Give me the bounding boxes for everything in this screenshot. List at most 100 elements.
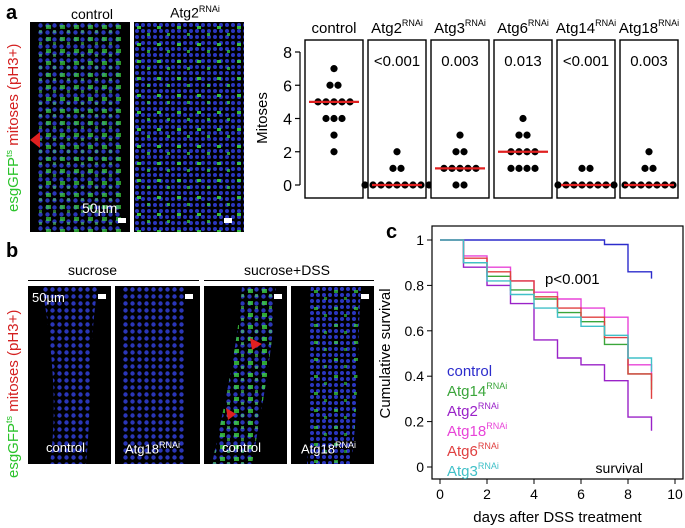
panel-c-label: c — [386, 221, 397, 243]
data-point — [507, 164, 515, 172]
mitoses-axis-label: Mitoses — [254, 92, 271, 144]
micrograph-a-atg2 — [134, 22, 244, 232]
micrograph-b4-art — [307, 286, 361, 464]
group-sucrose-dss: sucrose+DSS — [244, 262, 330, 278]
group-box — [556, 39, 616, 199]
data-point — [322, 114, 330, 123]
y-tick-label: 2 — [283, 145, 292, 162]
panel-a-ylabel: esgGFPts mitoses (pH3+) — [4, 43, 22, 212]
data-point — [523, 131, 531, 139]
panel-b-ylabel: esgGFPts mitoses (pH3+) — [4, 309, 22, 478]
image-caption: Atg18RNAi — [125, 440, 180, 457]
data-point — [330, 148, 338, 156]
arrowhead-icon — [30, 132, 40, 148]
group-box — [367, 39, 427, 199]
data-point — [519, 114, 527, 123]
panel-b-label: b — [6, 240, 19, 262]
data-point — [330, 131, 338, 139]
y-tick-label: 1 — [416, 232, 424, 248]
data-point — [645, 148, 653, 156]
scalebar — [98, 294, 106, 299]
data-point — [531, 164, 539, 172]
x-tick-label: 6 — [577, 486, 585, 502]
data-point — [523, 164, 531, 172]
p-value: 0.003 — [441, 53, 479, 70]
y-tick-label: 8 — [283, 45, 292, 62]
scalebar — [118, 218, 126, 223]
data-point — [452, 181, 460, 189]
data-point — [554, 181, 562, 189]
legend-entry: Atg6RNAi — [447, 441, 499, 460]
data-point — [515, 131, 523, 139]
p-value: 0.003 — [630, 53, 668, 70]
y-tick-label: 0.4 — [405, 368, 425, 384]
data-point — [397, 164, 405, 172]
legend-entry: control — [447, 363, 492, 380]
group-label: Atg6RNAi — [497, 18, 549, 37]
data-point — [460, 148, 468, 156]
legend-entry: Atg14RNAi — [447, 381, 507, 400]
series-line — [440, 239, 653, 372]
legend-entry: Atg3RNAi — [447, 461, 499, 480]
group-label: Atg14RNAi — [556, 18, 616, 37]
mitoses-chart: Mitoses 0 2 4 6 8 control Atg2RNAi <0.001 Atg3RNA… — [254, 18, 679, 199]
x-tick-label: 8 — [624, 486, 632, 502]
x-tick-label: 0 — [436, 486, 444, 502]
y-tick-label: 0.2 — [405, 414, 425, 430]
y-tick-label: 4 — [283, 112, 292, 129]
corner-annotation: survival — [596, 460, 643, 476]
micrograph-b1-art — [42, 286, 98, 464]
micrograph-a-control: 50µm — [30, 22, 130, 232]
data-point — [586, 164, 594, 172]
data-point — [326, 81, 334, 89]
p-value-annotation: p<0.001 — [545, 271, 600, 288]
scalebar — [185, 294, 193, 299]
micrograph-a-control-art — [30, 22, 122, 232]
panel-a-label: a — [6, 2, 18, 24]
micrograph-b2-art — [120, 286, 186, 464]
x-tick-label: 10 — [667, 486, 683, 502]
data-point — [361, 181, 369, 189]
plot-frame — [431, 225, 684, 480]
micrograph-a-atg2-art — [134, 22, 244, 232]
group-box — [619, 39, 679, 199]
arrowhead-icon — [250, 338, 262, 350]
data-point — [330, 65, 338, 73]
legend-entry: Atg2RNAi — [447, 401, 499, 420]
data-point — [338, 114, 346, 123]
x-axis-label: days after DSS treatment — [473, 509, 642, 526]
micrograph-b3-art — [212, 286, 276, 464]
data-point — [460, 181, 468, 189]
micrograph-b-dss-atg18: Atg18RNAi — [291, 286, 374, 464]
image-caption: control — [222, 440, 262, 455]
legend-entry: Atg18RNAi — [447, 421, 507, 440]
data-point — [578, 164, 586, 172]
group-label: Atg3RNAi — [434, 18, 486, 37]
p-value: <0.001 — [374, 53, 420, 70]
series-line — [440, 239, 653, 279]
arrowhead-icon — [226, 408, 236, 420]
micrograph-b-sucrose-atg18: Atg18RNAi — [115, 286, 200, 464]
group-sucrose: sucrose — [68, 262, 118, 278]
data-point — [452, 148, 460, 156]
data-point — [389, 164, 397, 172]
y-tick-label: 0 — [283, 178, 292, 195]
x-tick-label: 2 — [483, 486, 491, 502]
p-value: <0.001 — [563, 53, 609, 70]
group-label: Atg2RNAi — [371, 18, 423, 37]
y-tick-label: 0.8 — [405, 277, 425, 293]
x-tick-label: 4 — [530, 486, 538, 502]
micrograph-b-dss-control: control — [204, 286, 287, 464]
data-point — [649, 164, 657, 172]
panel-b-scalebar-label: 50µm — [32, 290, 65, 305]
data-point — [334, 81, 342, 89]
y-tick-label: 0 — [416, 459, 424, 475]
scalebar — [274, 294, 282, 299]
data-point — [610, 181, 618, 189]
y-tick-label: 0.6 — [405, 323, 425, 339]
micrograph-b-sucrose-control: 50µm control — [28, 286, 111, 464]
y-tick-label: 6 — [283, 78, 292, 95]
panel-a-scalebar-label: 50µm — [82, 200, 118, 216]
group-divider — [204, 280, 374, 281]
data-point — [393, 148, 401, 156]
